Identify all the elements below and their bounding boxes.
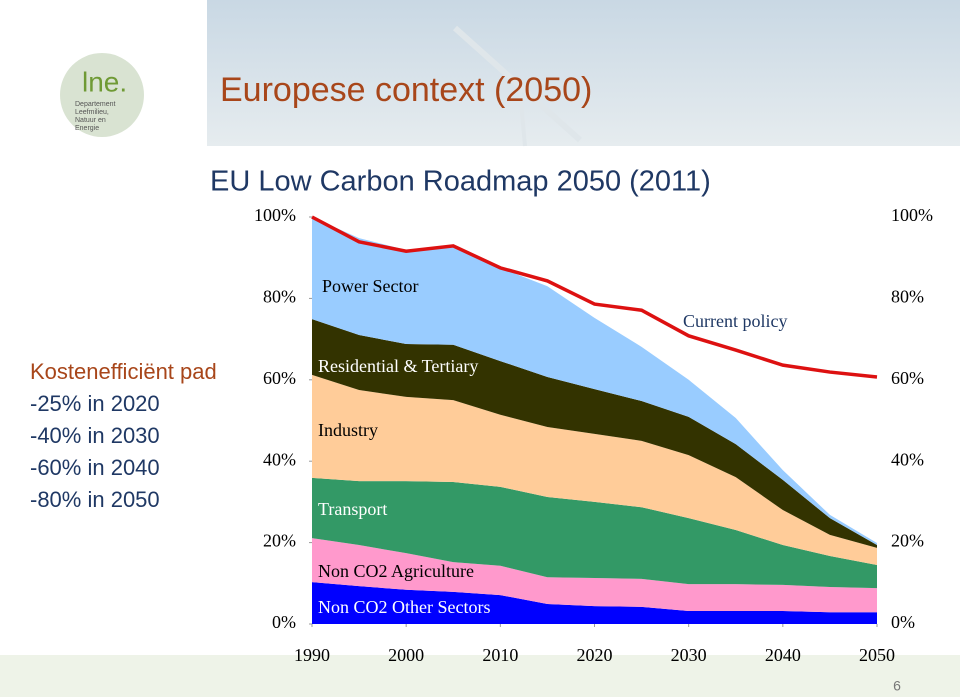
y2-tick-label: 20% (891, 531, 924, 551)
x-tick-label: 2040 (765, 645, 801, 665)
y2-tick-label: 80% (891, 287, 924, 307)
logo-circle (60, 53, 144, 137)
y-tick-label: 0% (272, 612, 296, 632)
area (312, 538, 877, 613)
x-tick-label: 2020 (577, 645, 613, 665)
chart: Non CO2 Other Sectors Non CO2 Agriculture… (254, 205, 933, 665)
series-label: Non CO2 Agriculture (318, 561, 474, 581)
series-label: Transport (318, 499, 387, 519)
footer-band (0, 655, 960, 697)
series-label: Non CO2 Other Sectors (318, 597, 490, 617)
y-tick-label: 40% (263, 449, 296, 469)
chart-title: EU Low Carbon Roadmap 2050 (2011) (210, 166, 711, 198)
page-number: 6 (893, 678, 901, 694)
x-tick-label: 2050 (859, 645, 895, 665)
y2-tick-label: 100% (891, 205, 933, 225)
y2-tick-label: 40% (891, 449, 924, 469)
turbine-blade (452, 25, 583, 143)
series-label: Residential & Tertiary (318, 356, 478, 376)
series-label: Power Sector (322, 276, 418, 296)
x-tick-label: 2030 (671, 645, 707, 665)
current-policy-line (311, 215, 878, 379)
y-tick-label: 20% (263, 531, 296, 551)
sidebar-item: -25% in 2020 (30, 391, 160, 416)
area (312, 477, 877, 589)
y-tick-label: 80% (263, 287, 296, 307)
sidebar-item: -40% in 2030 (30, 423, 160, 448)
area (312, 217, 877, 546)
series-label: Current policy (683, 311, 787, 331)
y-tick-label: 60% (263, 368, 296, 388)
y2-tick-label: 0% (891, 612, 915, 632)
x-tick-label: 1990 (294, 645, 330, 665)
series-label: Industry (318, 420, 378, 440)
slide-title: Europese context (2050) (220, 71, 592, 109)
turbine-tower (518, 89, 527, 147)
logo-text: Natuur en (75, 117, 106, 124)
area (312, 319, 877, 548)
logo-text: Departement (75, 101, 116, 108)
x-tick-label: 2010 (482, 645, 518, 665)
sidebar-item: -60% in 2040 (30, 455, 160, 480)
y-tick-label: 100% (254, 205, 296, 225)
logo-text: Energie (75, 125, 99, 132)
x-tick-label: 2000 (388, 645, 424, 665)
sidebar-heading: Kostenefficiënt pad (30, 359, 217, 384)
area (312, 374, 877, 565)
area (312, 582, 877, 624)
logo-mark: lne. (82, 66, 127, 97)
y2-tick-label: 60% (891, 368, 924, 388)
logo-text: Leefmilieu, (75, 109, 109, 116)
banner-image (207, 0, 960, 146)
sidebar-item: -80% in 2050 (30, 487, 160, 512)
